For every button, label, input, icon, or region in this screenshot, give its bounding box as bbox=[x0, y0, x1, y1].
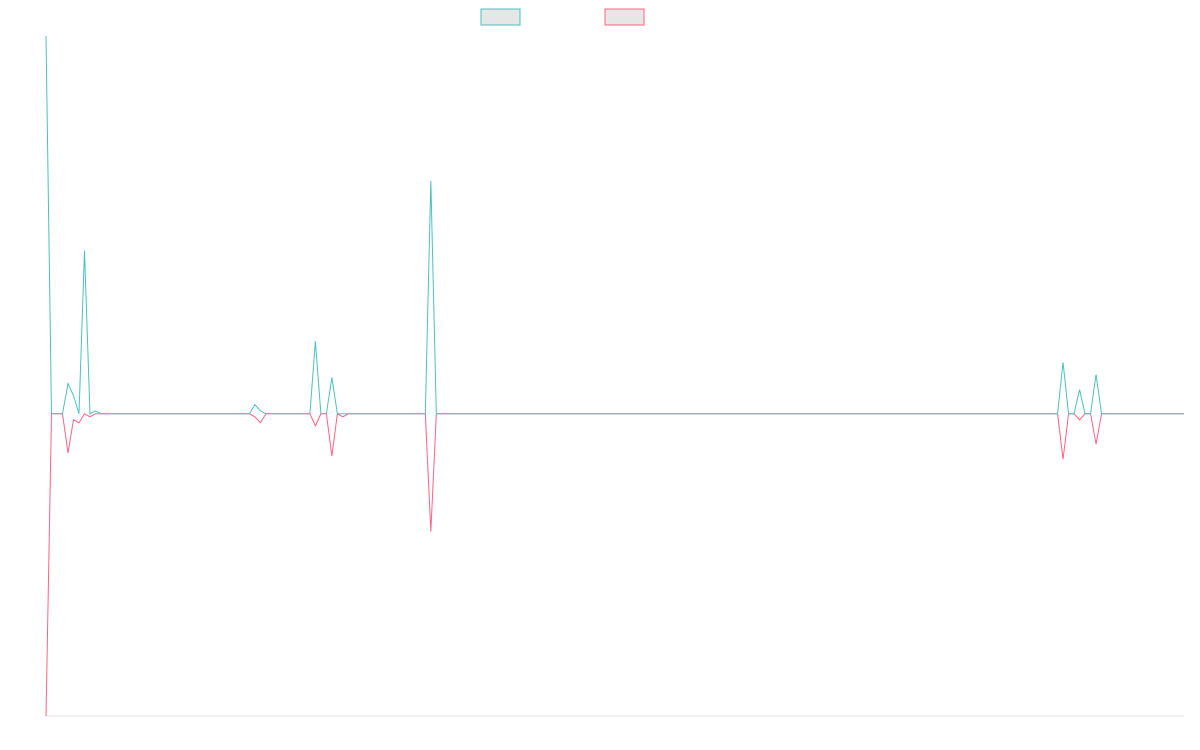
series-layer bbox=[45, 35, 1184, 717]
legend[interactable] bbox=[480, 8, 645, 26]
legend-swatch-1[interactable] bbox=[480, 8, 521, 26]
series-line-1 bbox=[45, 35, 1184, 415]
legend-swatch-2[interactable] bbox=[604, 8, 645, 26]
series-line-2 bbox=[45, 412, 1184, 717]
